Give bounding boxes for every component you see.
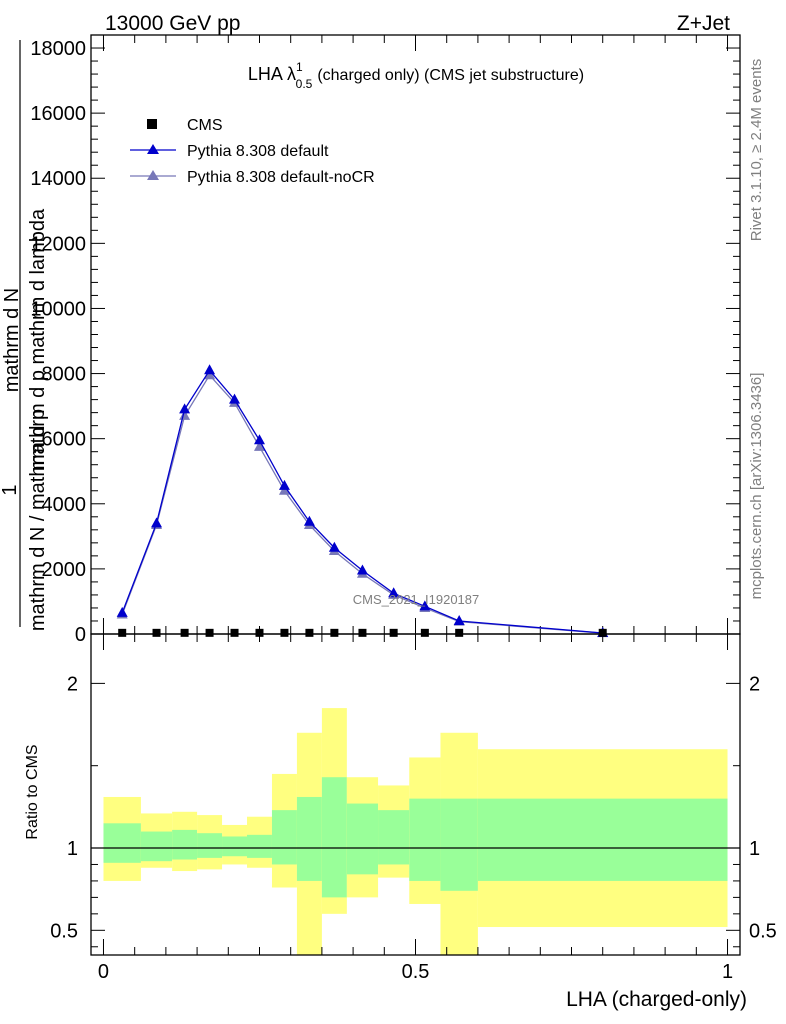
cms-data-point	[358, 628, 367, 637]
y-title-one: 1	[0, 484, 21, 495]
x-axis-title: LHA (charged-only)	[566, 988, 747, 1011]
ratio-band-inner	[140, 831, 173, 862]
ratio-band-inner	[378, 810, 410, 865]
cms-data-point	[205, 628, 214, 637]
series-point-1	[253, 434, 265, 445]
legend: CMS Pythia 8.308 default Pythia 8.308 de…	[130, 117, 375, 186]
ratio-band-inner	[197, 833, 223, 858]
series-point-1	[388, 587, 400, 598]
title-sub: 0.5	[296, 77, 313, 91]
cms-data-point	[280, 628, 289, 637]
ratio-band-inner	[296, 796, 322, 881]
cms-data-point	[389, 628, 398, 637]
legend-nocr-label: Pythia 8.308 default-noCR	[187, 169, 375, 186]
series-point-2	[253, 440, 265, 451]
series-point-1	[229, 393, 241, 404]
energy-label: 13000 GeV pp	[105, 12, 240, 35]
y-axis-title-main: mathrm d N mathrm d p mathrm d lambda 1 …	[0, 40, 49, 631]
ratio-band-inner	[409, 798, 441, 881]
title-suffix: (charged only) (CMS jet substructure)	[317, 67, 584, 84]
legend-nocr-marker	[147, 170, 159, 180]
ratio-band-inner	[321, 777, 347, 898]
ratio-band-inner	[222, 836, 248, 857]
series-point-1	[328, 541, 340, 552]
y-tick-label: 8000	[42, 364, 87, 386]
y-tick-label: 14000	[30, 168, 86, 190]
x-tick-label: 1	[722, 961, 733, 983]
analysis-watermark: CMS_2021_I1920187	[353, 592, 480, 607]
series-point-1	[151, 517, 163, 528]
cms-data-point	[230, 628, 239, 637]
cms-data-point	[152, 628, 161, 637]
series-point-1	[419, 600, 431, 611]
y-tick-label: 16000	[30, 103, 86, 125]
ratio-y-tick-label: 0.5	[50, 920, 78, 942]
y-title-denominator: mathrm d N / mathrm d p	[27, 409, 49, 631]
cms-data-point	[118, 628, 127, 637]
y-tick-label: 10000	[30, 298, 86, 320]
y-tick-label: 18000	[30, 38, 86, 60]
cms-data-point	[598, 628, 607, 637]
ratio-band-inner	[346, 803, 379, 875]
series-point-2	[179, 409, 191, 420]
legend-default-label: Pythia 8.308 default	[187, 143, 329, 160]
mcplots-label: mcplots.cern.ch [arXiv:1306.3436]	[748, 373, 765, 600]
legend-cms-marker	[147, 119, 157, 129]
y-tick-label: 4000	[42, 494, 87, 516]
series-line-1	[121, 369, 603, 634]
plot-title: LHA λ1 0.5 (charged only) (CMS jet substru…	[248, 60, 584, 91]
cms-data-point	[255, 628, 264, 637]
ratio-y-tick-label-right: 1	[749, 838, 760, 860]
cms-data-point	[420, 628, 429, 637]
ratio-band-inner	[440, 798, 478, 891]
ratio-y-title: Ratio to CMS	[24, 744, 41, 839]
series-point-1	[278, 479, 290, 490]
series-point-1	[204, 364, 216, 375]
cms-data-point	[455, 628, 464, 637]
series-point-1	[303, 515, 315, 526]
series-line-2	[121, 374, 603, 634]
ratio-y-tick-label-right: 0.5	[749, 920, 777, 942]
process-label: Z+Jet	[677, 12, 730, 35]
cms-data-point	[180, 628, 189, 637]
ratio-band-inner	[103, 823, 141, 863]
y-tick-label: 12000	[30, 233, 86, 255]
cms-data-point	[305, 628, 314, 637]
ratio-band-inner	[477, 798, 728, 881]
y-title-numerator: mathrm d N	[1, 288, 23, 392]
ratio-y-tick-label: 2	[67, 673, 78, 695]
main-panel: 0 2000 4000 6000 8000 10000 12000 14000 16000 180…	[30, 34, 741, 646]
y-tick-label: 6000	[42, 429, 87, 451]
legend-cms-label: CMS	[187, 117, 223, 134]
y-title-extra: mathrm d p mathrm d lambda	[27, 208, 49, 471]
legend-default-marker	[147, 144, 159, 154]
ratio-band-inner	[247, 834, 272, 858]
series-point-1	[116, 606, 128, 617]
series-point-1	[356, 564, 368, 575]
series-point-1	[179, 403, 191, 414]
x-tick-label: 0.5	[402, 961, 430, 983]
series-point-1	[453, 614, 465, 625]
ratio-band-inner	[172, 829, 198, 860]
ratio-y-tick-label-right: 2	[749, 673, 760, 695]
y-tick-label: 0	[75, 624, 86, 646]
cms-data-point	[330, 628, 339, 637]
title-prefix: LHA λ	[248, 64, 296, 84]
rivet-label: Rivet 3.1.10, ≥ 2.4M events	[748, 59, 765, 242]
ratio-panel: 0 0.5 1 0.5 0.5 1 1 2 2	[50, 633, 777, 983]
ratio-band-inner	[271, 810, 297, 865]
x-tick-label: 0	[98, 961, 109, 983]
title-sup: 1	[296, 60, 303, 74]
y-tick-label: 2000	[42, 559, 87, 581]
ratio-y-tick-label: 1	[67, 838, 78, 860]
